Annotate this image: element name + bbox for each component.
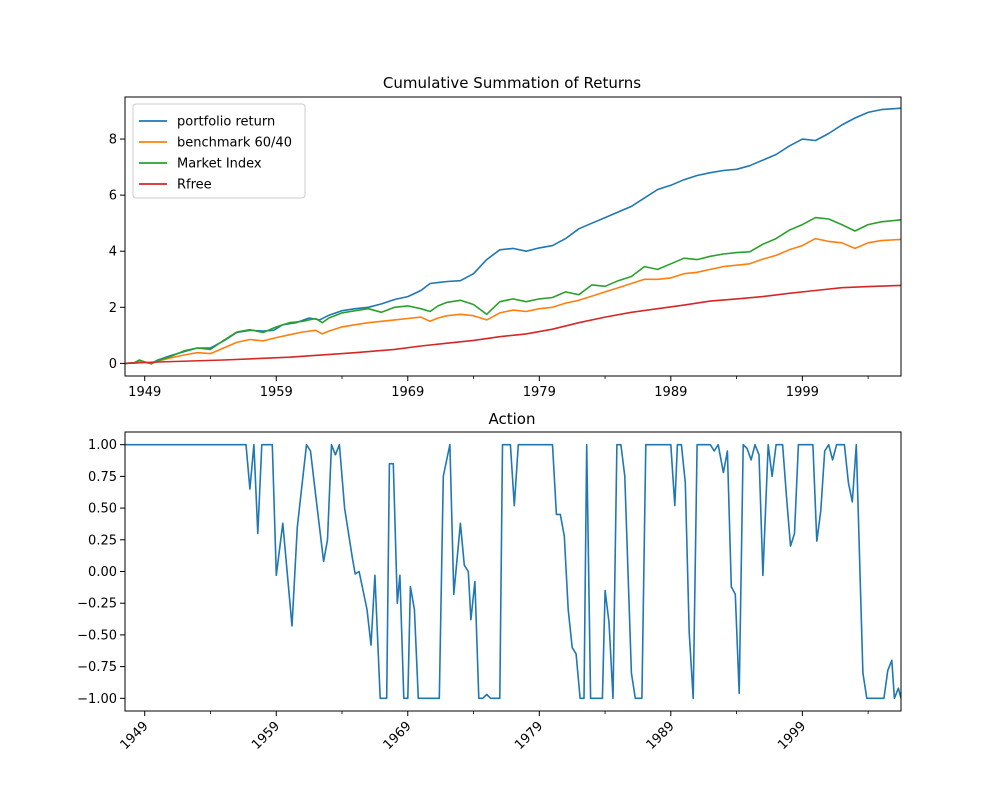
x-tick-label: 1979 xyxy=(523,385,556,400)
series-line-2 xyxy=(125,216,901,365)
y-tick-label: 1.00 xyxy=(88,438,117,453)
series-layer xyxy=(125,443,901,700)
legend-label: Rfree xyxy=(177,178,212,193)
legend-label: portfolio return xyxy=(177,115,275,130)
y-tick-label: −1.00 xyxy=(77,692,117,707)
x-tick-label: 1959 xyxy=(260,385,293,400)
legend-box xyxy=(132,103,306,199)
y-tick-label: 8 xyxy=(109,133,117,148)
plot-frame xyxy=(124,96,902,377)
x-tick-label: 1999 xyxy=(786,385,819,400)
y-tick-label: 0.00 xyxy=(88,565,117,580)
series-layer xyxy=(125,107,901,365)
chart-title: Cumulative Summation of Returns xyxy=(383,74,641,92)
y-axis: 1.00 0.75 0.50 0.25 0.00 −0.25 −0.50 −0.75 −1.00 xyxy=(77,438,125,707)
y-axis: 0 2 4 6 8 xyxy=(109,133,125,372)
series-line-3 xyxy=(125,284,901,365)
chart-cumulative-returns: Cumulative Summation of Returns 1949 1959… xyxy=(109,74,902,400)
y-tick-label: 4 xyxy=(109,245,117,260)
y-tick-label: 0.50 xyxy=(88,502,117,517)
y-tick-label: −0.25 xyxy=(77,597,117,612)
series-line-0 xyxy=(125,443,901,700)
y-tick-label: 0.75 xyxy=(88,470,117,485)
legend: portfolio return benchmark 60/40 Market In… xyxy=(132,103,306,199)
x-tick-label: 1949 xyxy=(128,385,161,400)
series-line-1 xyxy=(125,237,901,365)
x-tick-label: 1989 xyxy=(654,385,687,400)
y-tick-label: 6 xyxy=(109,189,117,204)
legend-label: Market Index xyxy=(177,157,262,172)
x-tick-label: 1969 xyxy=(391,385,424,400)
x-axis: 1949 1959 1969 1979 1989 1999 xyxy=(128,376,869,400)
y-tick-label: 0 xyxy=(109,357,117,372)
chart-title: Action xyxy=(489,410,536,428)
y-tick-label: −0.50 xyxy=(77,628,117,643)
y-tick-label: −0.75 xyxy=(77,660,117,675)
y-tick-label: 2 xyxy=(109,301,117,316)
y-tick-label: 0.25 xyxy=(88,533,117,548)
legend-label: benchmark 60/40 xyxy=(177,136,292,151)
